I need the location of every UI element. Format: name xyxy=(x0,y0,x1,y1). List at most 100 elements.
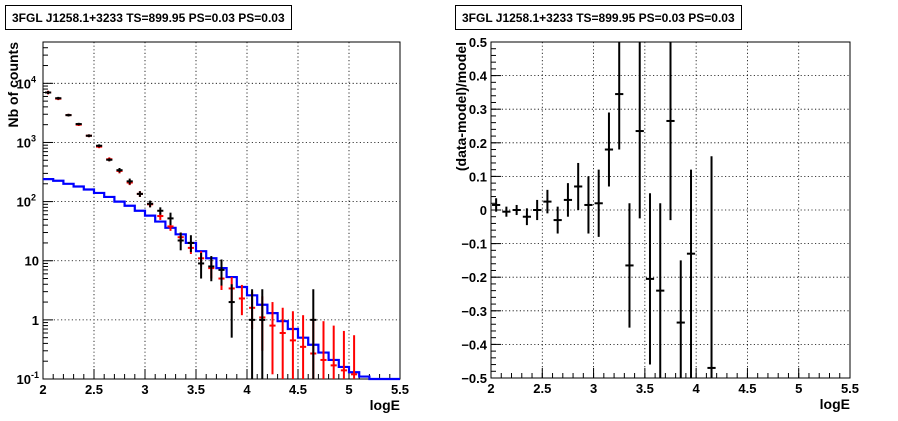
data-point xyxy=(512,204,521,216)
data-point xyxy=(492,198,501,212)
x-axis-title: logE xyxy=(820,396,850,412)
model-histogram-line xyxy=(43,178,400,381)
x-tick-label: 2 xyxy=(487,381,494,396)
left-chart-title: 3FGL J1258.1+3233 TS=899.95 PS=0.03 PS=0… xyxy=(5,5,292,30)
x-tick-label: 2 xyxy=(39,382,46,397)
data-point xyxy=(167,212,174,226)
data-point xyxy=(553,206,562,234)
data-point xyxy=(502,206,511,217)
y-tick-label: 10 xyxy=(17,135,31,150)
data-point xyxy=(563,183,573,217)
x-tick-label: 4.5 xyxy=(289,382,307,397)
data-point xyxy=(45,91,52,95)
data-point xyxy=(707,156,716,378)
y-tick-label: 0.2 xyxy=(469,136,487,151)
right-pad: 3FGL J1258.1+3233 TS=899.95 PS=0.03 PS=0… xyxy=(449,0,898,421)
data-point xyxy=(55,96,62,100)
data-point xyxy=(635,42,644,219)
x-tick-label: 4 xyxy=(243,382,251,397)
y-tick-label: 0.1 xyxy=(469,169,487,184)
y-tick-label: −0.5 xyxy=(461,371,487,386)
data-point xyxy=(126,178,133,185)
y-tick-exponent: 4 xyxy=(31,74,36,84)
data-point xyxy=(676,260,685,378)
y-tick-label: 1 xyxy=(32,313,39,328)
data-point xyxy=(187,235,194,253)
data-point xyxy=(533,199,542,221)
data-point xyxy=(177,232,184,251)
data-point xyxy=(351,335,358,379)
y-tick-exponent: -1 xyxy=(31,370,39,380)
data-point xyxy=(228,284,235,338)
y-tick-label: −0.1 xyxy=(461,237,487,252)
data-point xyxy=(269,302,276,375)
y-tick-exponent: 3 xyxy=(31,133,36,143)
data-point xyxy=(615,42,624,150)
x-tick-label: 3 xyxy=(141,382,148,397)
data-point xyxy=(198,253,205,279)
data-point xyxy=(75,122,82,126)
data-point xyxy=(96,144,103,148)
y-tick-label: 0 xyxy=(480,203,487,218)
data-point xyxy=(666,42,675,221)
data-point xyxy=(147,200,154,208)
data-point xyxy=(686,169,696,378)
data-point xyxy=(625,203,634,328)
data-point xyxy=(279,307,286,379)
data-point xyxy=(543,189,552,214)
x-tick-label: 2.5 xyxy=(85,382,103,397)
data-point xyxy=(300,315,307,379)
y-tick-label: 0.3 xyxy=(469,102,487,117)
data-point xyxy=(65,113,72,117)
y-tick-label: 10 xyxy=(17,372,31,387)
data-point xyxy=(218,259,225,286)
y-axis-title: (data-model)/model xyxy=(453,42,469,171)
data-point xyxy=(310,289,317,379)
data-point xyxy=(330,325,337,379)
data-point xyxy=(249,289,256,379)
data-point xyxy=(522,208,532,226)
data-point xyxy=(208,256,215,282)
data-point xyxy=(656,203,665,378)
x-tick-label: 3 xyxy=(590,381,597,396)
data-point xyxy=(574,162,583,210)
y-tick-label: −0.2 xyxy=(461,270,487,285)
x-tick-label: 2.5 xyxy=(533,381,551,396)
y-tick-label: 0.4 xyxy=(469,69,488,84)
x-tick-label: 3.5 xyxy=(636,381,654,396)
data-point xyxy=(604,112,614,187)
y-tick-label: −0.3 xyxy=(461,304,487,319)
data-point xyxy=(238,284,245,316)
x-axis-title: logE xyxy=(370,397,400,413)
y-axis-title: Nb of counts xyxy=(5,42,21,128)
y-tick-label: 0.5 xyxy=(469,35,487,50)
data-point xyxy=(106,158,113,162)
y-tick-label: 10 xyxy=(17,76,31,91)
x-tick-label: 4 xyxy=(693,381,701,396)
plot-frame xyxy=(42,41,401,380)
x-tick-label: 5.5 xyxy=(391,382,409,397)
data-point xyxy=(259,289,266,379)
left-pad: 3FGL J1258.1+3233 TS=899.95 PS=0.03 PS=0… xyxy=(5,5,409,413)
y-tick-label: 10 xyxy=(17,195,31,210)
data-point xyxy=(85,134,92,138)
x-tick-label: 4.5 xyxy=(738,381,756,396)
residuals-chart: 2 2.5 3 3.5 4 4.5 5 5.5 −0.5 −0.4 −0.3 −0.2 −0.1 0 0.1… xyxy=(453,35,859,412)
x-tick-label: 5 xyxy=(795,381,802,396)
y-tick-label: −0.4 xyxy=(461,337,487,352)
y-tick-label: 10 xyxy=(25,254,39,269)
data-point xyxy=(116,167,123,173)
x-tick-label: 3.5 xyxy=(187,382,205,397)
y-tick-exponent: 2 xyxy=(31,193,36,203)
data-point xyxy=(594,169,603,237)
data-point xyxy=(584,176,593,234)
data-point xyxy=(136,191,143,197)
data-point xyxy=(157,207,164,215)
data-point xyxy=(340,330,347,379)
data-point xyxy=(320,321,327,379)
right-chart-title: 3FGL J1258.1+3233 TS=899.95 PS=0.03 PS=0… xyxy=(455,5,742,30)
x-tick-label: 5.5 xyxy=(841,381,859,396)
data-point xyxy=(645,193,655,365)
data-point xyxy=(289,311,296,379)
